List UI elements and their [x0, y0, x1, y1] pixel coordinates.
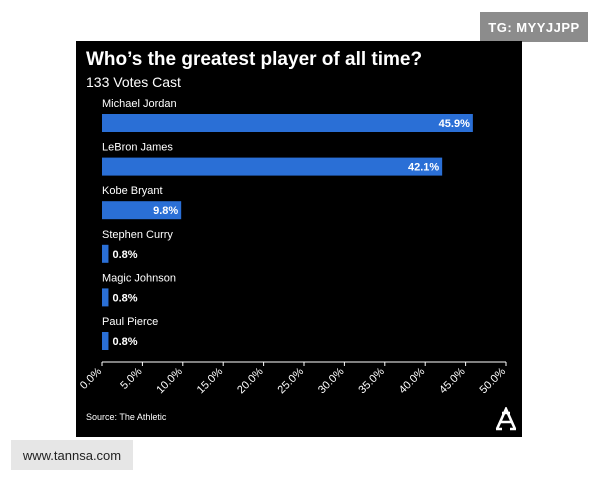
x-tick-label: 45.0%: [437, 365, 468, 396]
bar-chart: Michael Jordan 45.9% LeBron James 42.1% Kobe…: [78, 98, 509, 396]
category-label: Paul Pierce: [102, 316, 158, 328]
site-watermark: www.tannsa.com: [11, 440, 133, 470]
value-label: 42.1%: [408, 162, 439, 174]
category-label: Magic Johnson: [102, 272, 176, 284]
x-tick-label: 25.0%: [276, 365, 307, 396]
category-label: Kobe Bryant: [102, 185, 163, 197]
value-label: 45.9%: [439, 118, 470, 130]
bar: [102, 288, 109, 307]
chart-subtitle: 133 Votes Cast: [86, 74, 181, 90]
value-label: 0.8%: [112, 292, 137, 304]
bar: [102, 201, 182, 220]
tg-watermark: TG: MYYJJPP: [480, 12, 588, 42]
value-label: 0.8%: [112, 336, 137, 348]
bar: [102, 332, 109, 350]
bar: [102, 244, 109, 263]
chart-panel: Who’s the greatest player of all time? 1…: [76, 41, 522, 437]
bar: [102, 114, 473, 132]
category-label: Michael Jordan: [102, 98, 177, 110]
x-tick-label: 0.0%: [78, 365, 104, 391]
x-tick-label: 40.0%: [397, 365, 428, 396]
category-label: Stephen Curry: [102, 229, 173, 241]
the-athletic-logo-icon: [495, 407, 517, 431]
x-tick-label: 50.0%: [478, 365, 509, 396]
x-tick-label: 35.0%: [356, 365, 387, 396]
bar: [102, 157, 443, 176]
x-tick-label: 30.0%: [316, 365, 347, 396]
x-tick-label: 20.0%: [235, 365, 266, 396]
value-label: 0.8%: [112, 249, 137, 261]
x-tick-label: 15.0%: [195, 365, 226, 396]
x-tick-label: 5.0%: [118, 365, 144, 391]
chart-source: Source: The Athletic: [86, 412, 167, 422]
chart-title: Who’s the greatest player of all time?: [86, 49, 423, 70]
x-tick-label: 10.0%: [154, 365, 185, 396]
category-label: LeBron James: [102, 142, 173, 154]
value-label: 9.8%: [153, 205, 178, 217]
